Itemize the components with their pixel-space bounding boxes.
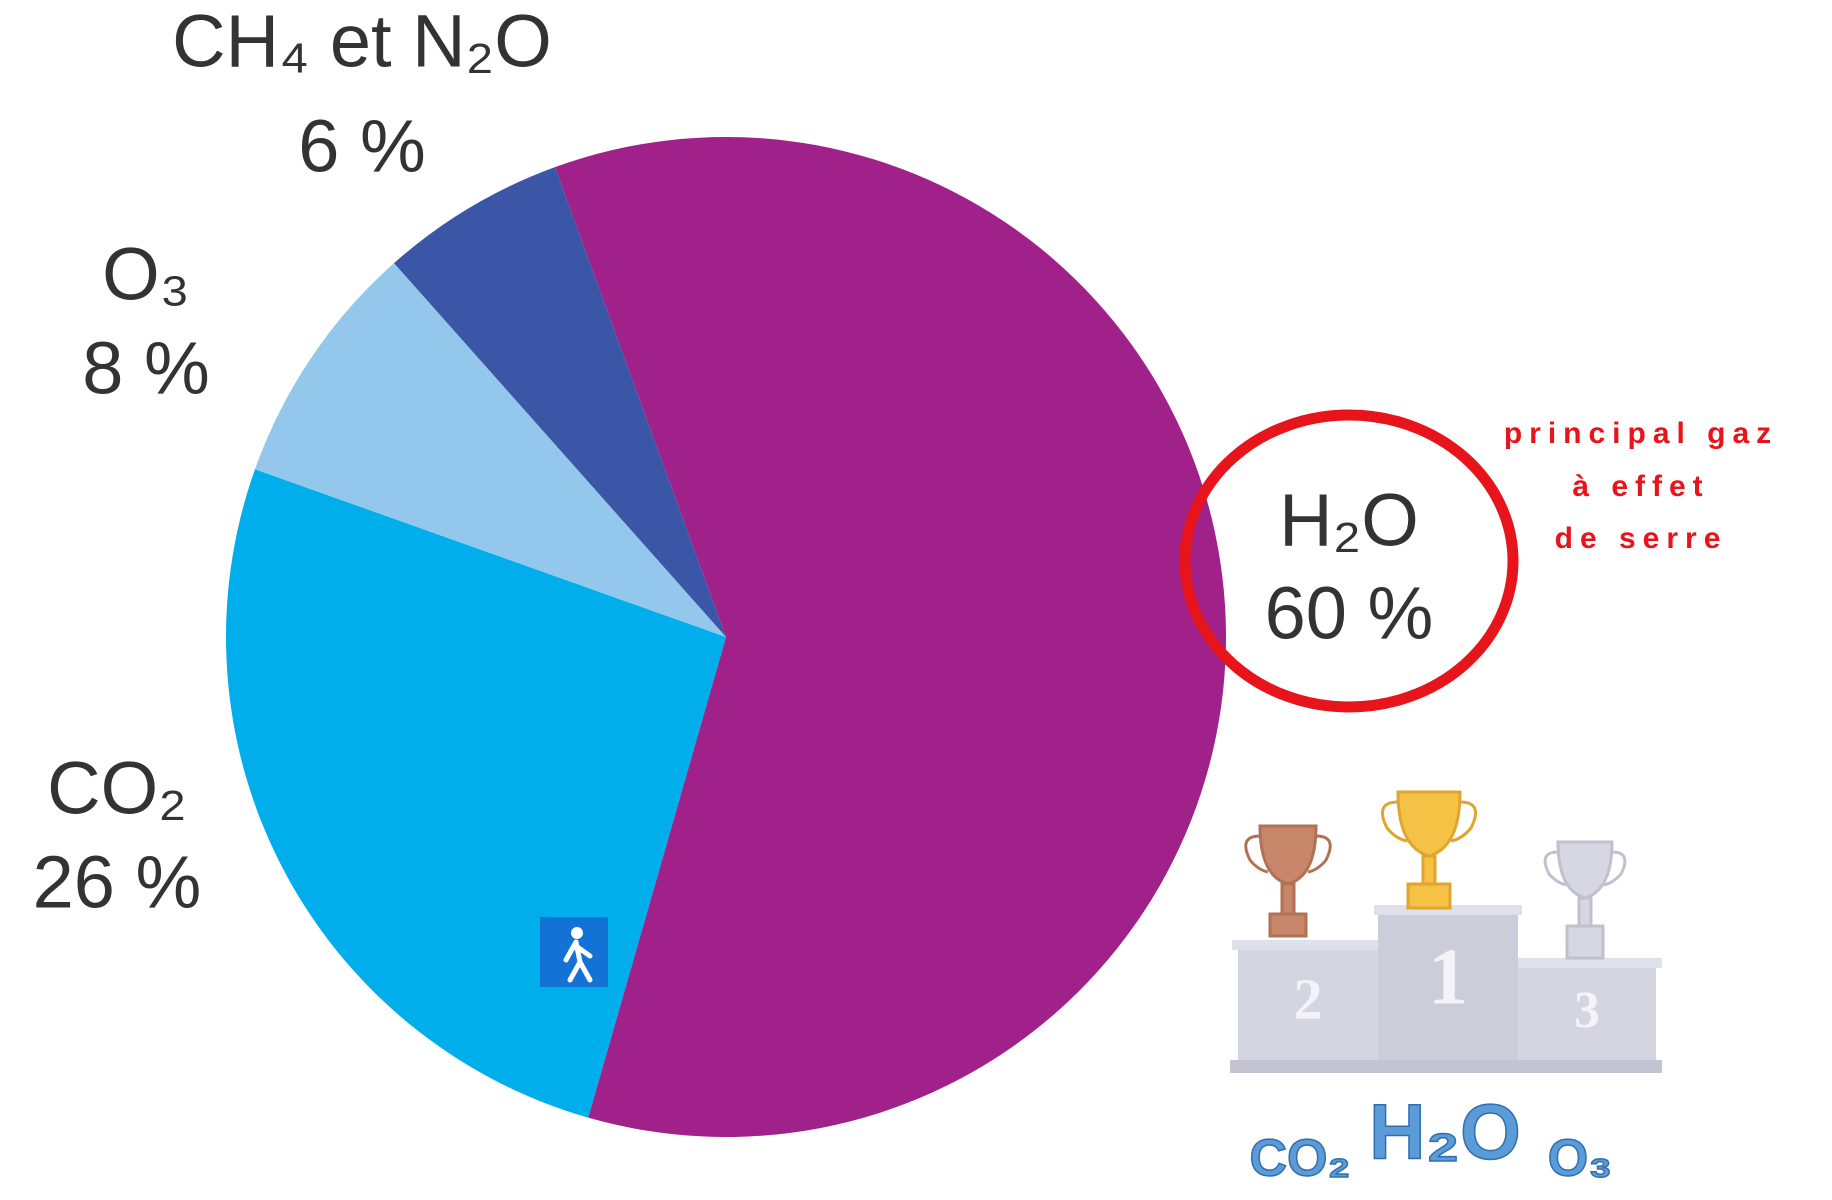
annotation-line: à effet: [1572, 470, 1709, 503]
trophy-bronze: [1244, 824, 1332, 938]
slice-value: 6 %: [298, 105, 426, 188]
slice-label: CO₂: [47, 747, 187, 830]
podium-rank: 1: [1428, 933, 1468, 1021]
podium-label: CO₂: [1249, 1130, 1350, 1188]
pie: [225, 137, 1226, 1137]
podium-rank: 3: [1574, 982, 1600, 1039]
highlight-circle: [1179, 409, 1519, 713]
slice-label: H₂O: [1279, 479, 1419, 562]
podium: 2 1 3 CO₂ H₂O O₃: [1230, 790, 1662, 1188]
slice-label: CH₄ et N₂O: [172, 0, 552, 83]
slice-value: 60 %: [1265, 572, 1434, 655]
trophy-gold: [1380, 790, 1478, 910]
pie-slice: [394, 167, 726, 637]
pie-slice: [554, 137, 1226, 1137]
accessibility-icon: [540, 917, 608, 987]
podium-label: O₃: [1548, 1130, 1613, 1188]
slice-value: 26 %: [33, 841, 202, 924]
pie-slice: [254, 263, 727, 637]
slice-value: 8 %: [82, 327, 210, 410]
podium-label: H₂O: [1369, 1088, 1521, 1176]
annotation-line: principal gaz: [1504, 417, 1778, 450]
trophy-silver: [1543, 840, 1627, 960]
podium-rank: 2: [1294, 966, 1323, 1031]
slice-label: O₃: [102, 233, 190, 316]
annotation: principal gaz à effet de serre: [1504, 417, 1778, 555]
annotation-line: de serre: [1555, 522, 1728, 555]
